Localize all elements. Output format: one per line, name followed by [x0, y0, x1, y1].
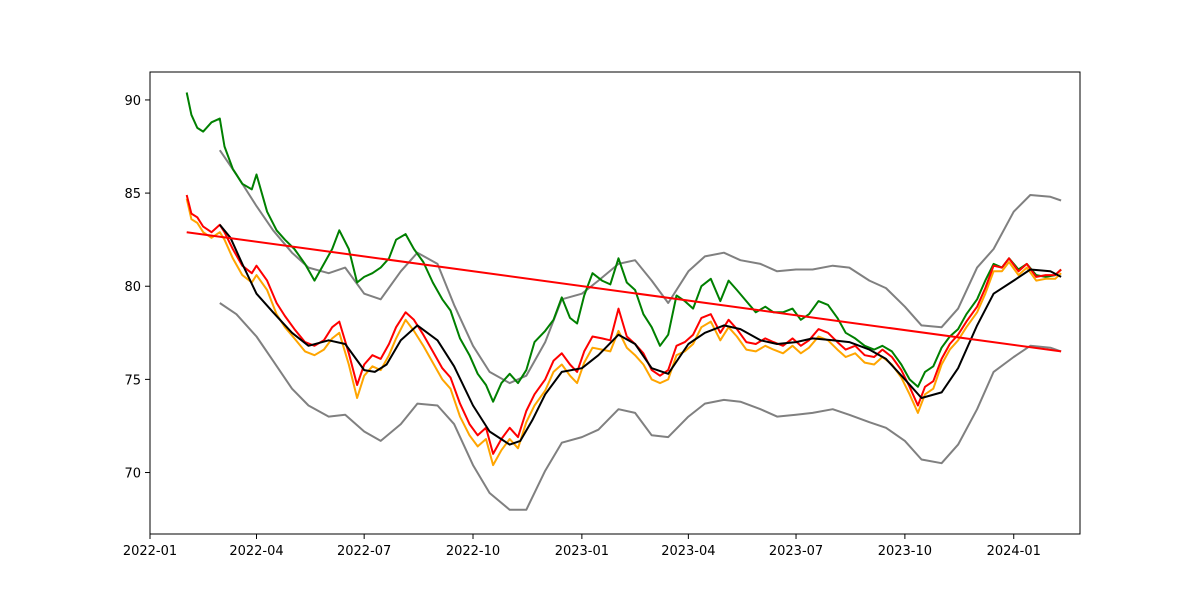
series-line-6: [186, 231, 1062, 353]
series-line-2: [185, 92, 1062, 403]
x-tick-label: 2022-01: [123, 544, 177, 559]
series-line-1: [219, 302, 1062, 511]
y-tick-label: 80: [124, 280, 141, 295]
y-axis-ticks: 70 75 80 85 90: [124, 94, 150, 482]
x-tick-label: 2024-01: [987, 544, 1041, 559]
x-tick-label: 2023-04: [661, 544, 715, 559]
y-tick-label: 75: [124, 373, 141, 388]
series-layer: [185, 92, 1062, 511]
x-tick-label: 2023-01: [555, 544, 609, 559]
series-line-3: [185, 198, 1062, 467]
x-tick-label: 2022-04: [229, 544, 283, 559]
y-tick-label: 90: [124, 94, 141, 109]
x-axis-ticks: 2022-01 2022-04 2022-07 2022-10 2023-01 2023-…: [123, 534, 1041, 559]
x-tick-label: 2022-07: [337, 544, 391, 559]
y-tick-label: 70: [124, 467, 141, 482]
series-line-5: [219, 224, 1062, 446]
x-tick-label: 2023-10: [878, 544, 932, 559]
plot-area-frame: [149, 71, 1081, 535]
x-tick-label: 2022-10: [446, 544, 500, 559]
x-tick-label: 2023-07: [769, 544, 823, 559]
series-line-4: [185, 194, 1062, 455]
y-tick-label: 85: [124, 187, 141, 202]
series-line-0: [218, 149, 1062, 385]
